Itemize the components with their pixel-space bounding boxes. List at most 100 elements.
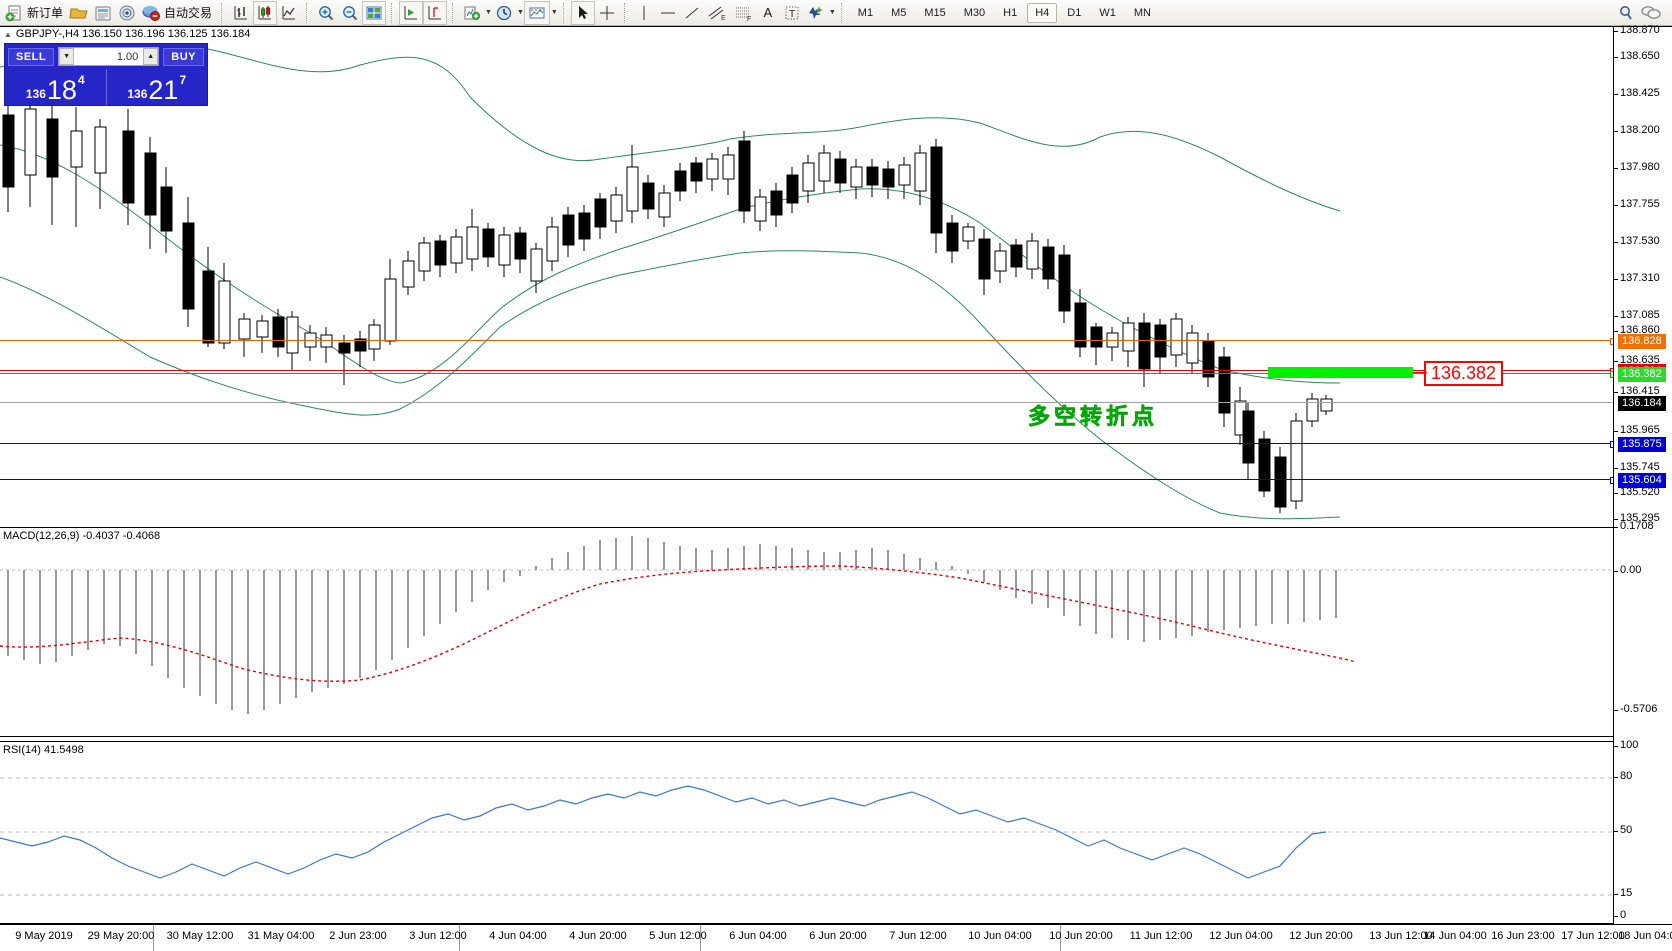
axis-tick-label: 136.415 [1620, 385, 1660, 397]
price-label-136382[interactable]: 136.382 [1618, 367, 1666, 382]
templates-icon[interactable] [523, 0, 550, 25]
svg-text:F: F [747, 16, 751, 22]
trendline-icon[interactable] [680, 1, 704, 25]
collapse-triangle-icon[interactable]: ▲ [4, 29, 12, 39]
time-label: 10 Jun 04:00 [968, 930, 1032, 942]
price-pane[interactable]: 136.382 多空转折点 [0, 27, 1617, 521]
price-label-136828[interactable]: 136.828 [1618, 334, 1666, 349]
chart-window[interactable]: ▲ GBPJPY-,H4 136.150 136.196 136.125 136… [0, 24, 1672, 951]
folder-icon[interactable] [67, 1, 91, 25]
crosshair-icon[interactable] [595, 1, 619, 25]
axis-tick-label: 15 [1620, 887, 1633, 899]
chevron-down-icon[interactable]: ▼ [485, 9, 492, 16]
chat-icon[interactable] [1638, 1, 1664, 25]
time-label: 3 Jun 12:00 [409, 930, 467, 942]
timeframe-d1[interactable]: D1 [1067, 6, 1082, 19]
timeframe-m5[interactable]: M5 [891, 6, 907, 19]
price-line-136828[interactable] [0, 338, 1617, 345]
time-label: 10 Jun 20:00 [1049, 930, 1113, 942]
axis-tick-label: 138.425 [1620, 87, 1660, 99]
one-click-trading-panel[interactable]: SELL ▼ 1.00 ▲ BUY 136 18 4 136 21 7 [4, 43, 208, 106]
text-icon[interactable]: A [763, 5, 773, 20]
zoom-out-icon[interactable] [338, 1, 362, 25]
rsi-series [0, 777, 1613, 896]
horizontal-line-icon[interactable] [656, 1, 680, 25]
axis-tick-label: 137.310 [1620, 272, 1660, 284]
data-window-icon[interactable] [399, 0, 424, 25]
price-label-135604[interactable]: 135.604 [1618, 473, 1666, 488]
timeframe-m30[interactable]: M30 [963, 6, 986, 19]
green-highlight-rectangle[interactable] [1268, 367, 1413, 378]
vertical-line-icon[interactable] [632, 1, 656, 25]
price-line-135875[interactable] [0, 441, 1617, 448]
buy-price-quote[interactable]: 136 21 7 [105, 69, 208, 105]
price-line-135604[interactable] [0, 477, 1617, 484]
timeframe-m1[interactable]: M1 [857, 6, 874, 19]
price-tag-label[interactable]: 136.382 [1424, 361, 1504, 386]
axis-tick-label: 0 [1620, 909, 1627, 921]
time-label: 29 May 20:00 [87, 930, 155, 942]
price-label-135875[interactable]: 135.875 [1618, 437, 1666, 452]
timeframe-h1[interactable]: H1 [1003, 6, 1018, 19]
timeframe-m15[interactable]: M15 [924, 6, 946, 19]
tile-windows-icon[interactable] [362, 0, 387, 25]
line-chart-icon[interactable] [277, 1, 301, 25]
navigator-icon[interactable] [423, 0, 448, 25]
search-icon[interactable] [1614, 1, 1638, 25]
time-axis-divider [1060, 925, 1061, 951]
axis-tick-label: 80 [1620, 770, 1633, 782]
chart-symbol-header: ▲ GBPJPY-,H4 136.150 136.196 136.125 136… [0, 27, 250, 41]
chevron-down-icon[interactable]: ▼ [516, 9, 524, 16]
chevron-down-icon[interactable]: ▼ [550, 9, 558, 16]
sell-button[interactable]: SELL [8, 47, 55, 66]
chart-annotation-text[interactable]: 多空转折点 [1028, 404, 1159, 430]
new-order-icon[interactable] [2, 1, 26, 25]
axis-tick-label: 135.520 [1620, 486, 1660, 498]
sell-price-point: 4 [77, 73, 85, 87]
timeframe-w1[interactable]: W1 [1099, 6, 1116, 19]
timeframe-h4[interactable]: H4 [1027, 2, 1058, 23]
volume-stepper[interactable]: ▼ 1.00 ▲ [58, 47, 160, 66]
equidistant-channel-icon[interactable]: E [704, 1, 730, 25]
volume-increase-button[interactable]: ▲ [143, 48, 159, 65]
news-icon[interactable] [91, 1, 115, 25]
toolbar-separator [840, 2, 844, 23]
time-axis-divider [153, 925, 154, 951]
fibonacci-icon[interactable]: F [730, 1, 756, 25]
bar-chart-icon[interactable] [229, 1, 253, 25]
macd-pane[interactable]: MACD(12,26,9) -0.4037 -0.4068 [0, 527, 1613, 737]
shapes-icon[interactable] [804, 1, 828, 25]
sell-price-integer: 136 [25, 87, 46, 101]
autotrading-label[interactable]: 自动交易 [164, 6, 213, 20]
rsi-pane[interactable]: RSI(14) 41.5498 [0, 741, 1613, 924]
time-label: 6 Jun 04:00 [729, 930, 787, 942]
axis-tick-label: 0.1708 [1620, 520, 1654, 532]
zoom-in-icon[interactable] [314, 1, 338, 25]
price-scale-axis[interactable]: 138.870 138.650 138.425 138.200 137.980 … [1613, 24, 1672, 924]
time-label: 17 Jun 12:00 [1561, 930, 1625, 942]
cursor-icon[interactable] [570, 0, 595, 25]
period-icon[interactable] [492, 1, 516, 25]
axis-tick-label: 136.635 [1620, 354, 1660, 366]
toolbar-separator [623, 2, 627, 23]
time-scale-axis[interactable]: 9 May 2019 29 May 20:00 30 May 12:00 31 … [0, 924, 1672, 951]
chevron-down-icon[interactable]: ▼ [828, 9, 836, 16]
volume-decrease-button[interactable]: ▼ [59, 48, 75, 65]
candlestick-chart-icon[interactable] [253, 0, 278, 25]
volume-input[interactable]: 1.00 [116, 50, 139, 63]
axis-tick-label: 100 [1620, 739, 1639, 751]
price-tag-connector [1413, 372, 1427, 373]
new-order-label[interactable]: 新订单 [27, 6, 64, 20]
axis-tick-label: 137.530 [1620, 235, 1660, 247]
indicators-icon[interactable] [460, 1, 484, 25]
timeframe-mn[interactable]: MN [1133, 6, 1151, 19]
current-price-label: 136.184 [1618, 396, 1666, 411]
buy-button[interactable]: BUY [163, 47, 204, 66]
axis-tick-label: 0.00 [1620, 564, 1642, 576]
signals-icon[interactable] [115, 1, 139, 25]
sell-price-pips: 18 [46, 75, 77, 105]
text-label-icon[interactable]: T [780, 1, 804, 25]
autotrading-icon[interactable] [139, 1, 163, 25]
toolbar-separator [562, 2, 566, 23]
sell-price-quote[interactable]: 136 18 4 [5, 69, 106, 105]
